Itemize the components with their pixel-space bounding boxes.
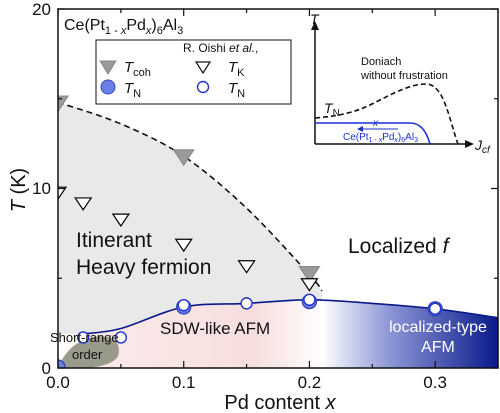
y-tick-label: 0 bbox=[42, 359, 51, 378]
localized-f-label: Localized f bbox=[348, 235, 451, 258]
data-point-filled-triangle-down bbox=[58, 95, 70, 113]
localized-afm-label-2: AFM bbox=[421, 339, 455, 356]
legend-tcoh-marker bbox=[99, 60, 117, 75]
data-point-filled-triangle-down bbox=[172, 149, 195, 167]
data-point-open-triangle-down bbox=[300, 278, 319, 292]
data-point-open-triangle-down bbox=[111, 213, 130, 228]
inset-x-arrow-label: x bbox=[372, 118, 379, 129]
data-point-open-circle bbox=[240, 297, 253, 310]
itinerant-region bbox=[58, 102, 322, 334]
legend-tn-open-marker bbox=[196, 80, 210, 94]
inset-doniach-diagram: T Jcf Doniach without frustration TN x C… bbox=[310, 11, 491, 156]
inset-x-label: Jcf bbox=[474, 137, 491, 156]
sdw-afm-label: SDW-like AFM bbox=[160, 319, 270, 338]
data-point-open-triangle-down bbox=[58, 186, 68, 201]
x-axis-title: Pd content x bbox=[224, 392, 336, 413]
x-tick-label: 0.3 bbox=[423, 373, 447, 392]
legend-tk-marker bbox=[194, 61, 212, 75]
data-point-open-circle bbox=[428, 302, 442, 315]
inset-compound-label: Ce(Pt1 - xPdx)6Al3 bbox=[343, 132, 418, 144]
inset-compound-curve bbox=[315, 122, 431, 145]
data-point-open-triangle-down bbox=[174, 238, 193, 253]
localized-afm-label-1: localized-type bbox=[389, 319, 487, 336]
inset-doniach-curve bbox=[314, 83, 459, 145]
axis-ticks bbox=[57, 8, 499, 369]
y-tick-label: 20 bbox=[32, 0, 51, 19]
data-point-filled-circle bbox=[58, 359, 66, 368]
data-point-open-triangle-down bbox=[74, 197, 93, 211]
short-range-order-region bbox=[58, 336, 119, 368]
x-tick-label: 0.0 bbox=[46, 373, 70, 392]
legend-header: R. Oishi et al., bbox=[183, 41, 258, 55]
inset-y-label: T bbox=[310, 11, 320, 27]
short-range-label-2: order bbox=[72, 347, 103, 362]
data-point-open-circle bbox=[303, 293, 316, 306]
data-point-filled-triangle-down bbox=[298, 265, 321, 283]
x-tick-label: 0.1 bbox=[172, 373, 196, 392]
x-tick-label: 0.2 bbox=[298, 373, 322, 392]
itinerant-label: Itinerant bbox=[76, 229, 152, 252]
chart-title: Ce(Pt1 - xPdx)6Al3 bbox=[64, 17, 183, 37]
legend-tn-filled-marker bbox=[100, 79, 116, 95]
data-point-open-circle bbox=[177, 298, 190, 312]
legend: R. Oishi et al., Tcoh TK TN TN bbox=[95, 39, 292, 105]
inset-doniach-label-1: Doniach bbox=[361, 56, 401, 68]
short-range-label-1: Short-range bbox=[50, 330, 119, 345]
data-markers bbox=[58, 95, 443, 368]
plot-area bbox=[58, 95, 498, 368]
inset-x-arrow-head bbox=[465, 140, 474, 148]
y-tick-label: 10 bbox=[32, 179, 51, 198]
inset-x-direction-arrow-head bbox=[357, 126, 363, 132]
heavy-fermion-label: Heavy fermion bbox=[76, 256, 211, 279]
y-axis-title: T (K) bbox=[8, 168, 30, 212]
data-point-open-circle bbox=[114, 331, 128, 344]
data-point-open-triangle-down bbox=[237, 260, 256, 274]
inset-doniach-label-2: without frustration bbox=[360, 70, 448, 82]
inset-y-arrow-head bbox=[311, 21, 319, 30]
afm-region bbox=[58, 299, 498, 368]
data-point-open-circle bbox=[76, 331, 90, 344]
